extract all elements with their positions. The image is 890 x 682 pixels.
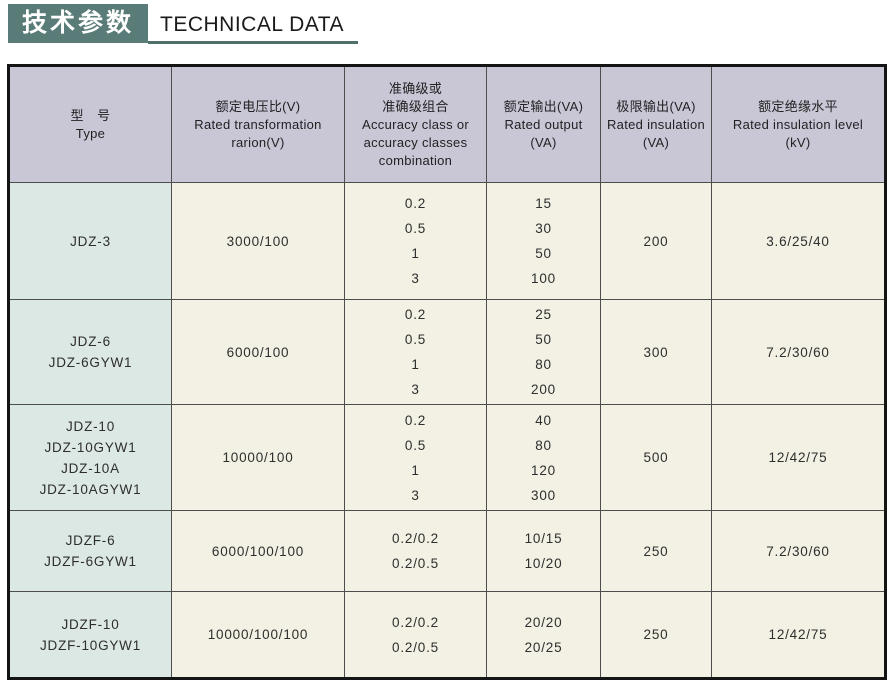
cell-type: JDZ-6 JDZ-6GYW1	[8, 299, 172, 405]
cell-insulation-level: 7.2/30/60	[711, 510, 886, 592]
cell-accuracy: 0.2/0.2 0.2/0.5	[344, 591, 487, 679]
table-row: JDZF-10 JDZF-10GYW1 10000/100/100 0.2/0.…	[8, 591, 886, 679]
cell-type: JDZ-10 JDZ-10GYW1 JDZ-10A JDZ-10AGYW1	[8, 404, 172, 511]
cell-insulation-level: 3.6/25/40	[711, 182, 886, 300]
cell-type: JDZF-10 JDZF-10GYW1	[8, 591, 172, 679]
cell-ratio: 10000/100/100	[171, 591, 345, 679]
header-cell-insulation-level: 额定绝缘水平 Rated insulation level (kV)	[711, 65, 886, 183]
cell-limit-output: 250	[600, 510, 712, 592]
cell-insulation-level: 12/42/75	[711, 591, 886, 679]
cell-rated-output: 20/20 20/25	[486, 591, 601, 679]
header-cell-type: 型 号 Type	[8, 65, 172, 183]
cell-ratio: 6000/100/100	[171, 510, 345, 592]
cell-rated-output: 15 30 50 100	[486, 182, 601, 300]
cell-insulation-level: 12/42/75	[711, 404, 886, 511]
cell-accuracy: 0.2 0.5 1 3	[344, 404, 487, 511]
header-cell-rated-output: 额定输出(VA) Rated output (VA)	[486, 65, 601, 183]
cell-ratio: 3000/100	[171, 182, 345, 300]
header-cell-accuracy-class: 准确级或 准确级组合 Accuracy class or accuracy cl…	[344, 65, 487, 183]
table-row: JDZF-6 JDZF-6GYW1 6000/100/100 0.2/0.2 0…	[8, 510, 886, 592]
cell-limit-output: 200	[600, 182, 712, 300]
cell-accuracy: 0.2 0.5 1 3	[344, 299, 487, 405]
table-header-row: 型 号 Type 额定电压比(V) Rated transformation r…	[8, 65, 886, 183]
header-cell-limit-output: 极限输出(VA) Rated insulation (VA)	[600, 65, 712, 183]
cell-type: JDZ-3	[8, 182, 172, 300]
cell-insulation-level: 7.2/30/60	[711, 299, 886, 405]
cell-ratio: 10000/100	[171, 404, 345, 511]
cell-limit-output: 300	[600, 299, 712, 405]
table-row: JDZ-6 JDZ-6GYW1 6000/100 0.2 0.5 1 3 25 …	[8, 299, 886, 405]
cell-ratio: 6000/100	[171, 299, 345, 405]
technical-data-table: 型 号 Type 额定电压比(V) Rated transformation r…	[7, 64, 887, 680]
section-title-english: TECHNICAL DATA	[148, 4, 358, 44]
section-header: 技术参数 TECHNICAL DATA	[8, 4, 358, 44]
cell-type: JDZF-6 JDZF-6GYW1	[8, 510, 172, 592]
header-cell-rated-voltage-ratio: 额定电压比(V) Rated transformation rarion(V)	[171, 65, 345, 183]
table-row: JDZ-3 3000/100 0.2 0.5 1 3 15 30 50 100 …	[8, 182, 886, 300]
cell-limit-output: 500	[600, 404, 712, 511]
cell-rated-output: 25 50 80 200	[486, 299, 601, 405]
cell-accuracy: 0.2 0.5 1 3	[344, 182, 487, 300]
cell-rated-output: 10/15 10/20	[486, 510, 601, 592]
section-title-chinese: 技术参数	[8, 4, 149, 43]
cell-limit-output: 250	[600, 591, 712, 679]
cell-rated-output: 40 80 120 300	[486, 404, 601, 511]
table-row: JDZ-10 JDZ-10GYW1 JDZ-10A JDZ-10AGYW1 10…	[8, 404, 886, 511]
cell-accuracy: 0.2/0.2 0.2/0.5	[344, 510, 487, 592]
